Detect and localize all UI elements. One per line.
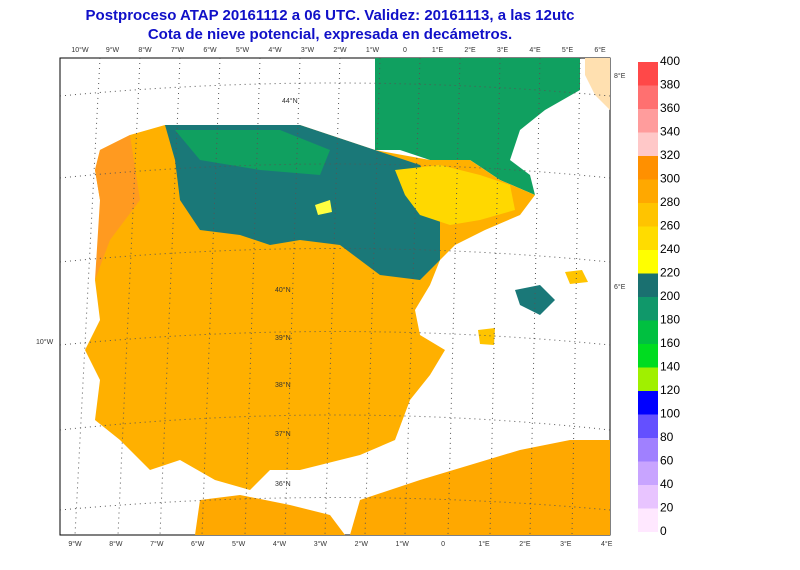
ebro [395,165,515,225]
legend-swatch [638,297,658,321]
legend-label: 220 [660,266,680,280]
lon-label-top: 2°W [333,46,347,54]
lon-label-bottom: 0 [441,541,445,548]
legend-swatch [638,461,658,485]
lon-label-bottom: 6°W [191,540,205,548]
legend-label: 280 [660,195,680,209]
galicia-portugal [95,135,140,280]
lon-label-bottom: 8°W [109,540,123,548]
lon-label-top: 7°W [171,46,185,54]
legend-swatch [638,156,658,180]
legend-swatch [638,320,658,344]
land-east [585,58,610,110]
patch [315,200,332,215]
legend-label: 180 [660,313,680,327]
legend-label: 400 [660,54,680,68]
lon-label-top: 3°W [301,46,315,54]
legend-label: 240 [660,242,680,256]
legend-label: 140 [660,360,680,374]
cantabria [175,130,330,175]
africa-east [350,440,610,535]
legend-label: 100 [660,407,680,421]
legend-swatch [638,203,658,227]
legend-label: 120 [660,383,680,397]
legend-label: 380 [660,78,680,92]
lon-label-top: 5°W [236,46,250,54]
lon-label-bottom: 2°W [355,540,369,548]
lon-label-top: 9°W [106,46,120,54]
legend-swatch [638,367,658,391]
legend-label: 60 [660,454,674,468]
menorca [565,270,588,284]
lon-label-bottom: 3°W [314,540,328,548]
legend-swatch [638,414,658,438]
legend-label: 40 [660,477,674,491]
lon-label: 10°W [36,338,54,346]
legend-swatch [638,273,658,297]
legend-swatch [638,226,658,250]
legend-swatch [638,344,658,368]
lon-label-bottom: 1°E [478,540,490,548]
lon-label-top: 2°E [464,46,476,54]
lon-label-top: 10°W [71,46,89,54]
lon-label: 6°E [614,283,626,291]
legend-label: 160 [660,336,680,350]
legend-label: 340 [660,125,680,139]
lon-label-top: 4°W [268,46,282,54]
legend-label: 360 [660,101,680,115]
legend-swatch [638,508,658,532]
legend-label: 200 [660,289,680,303]
lon-label-top: 6°E [594,46,606,54]
lon-label-top: 1°W [366,46,380,54]
lon-label-bottom: 2°E [519,540,531,548]
lat-label: 39°N [275,334,291,342]
lon-label-top: 8°W [138,46,152,54]
france [375,58,580,195]
legend-label: 300 [660,172,680,186]
legend-swatch [638,391,658,415]
legend-label: 80 [660,430,674,444]
legend-swatch [638,109,658,133]
africa-west [195,495,345,535]
legend-swatch [638,179,658,203]
lon-label-top: 6°W [203,46,217,54]
lon-label-bottom: 4°W [273,540,287,548]
lon-label-bottom: 4°E [601,540,613,548]
lon-label-top: 3°E [497,46,509,54]
subtitle: Cota de nieve potencial, expresada en de… [148,26,512,43]
lon-label: 8°E [614,72,626,80]
map: 44°N 40°N 39°N 38°N 37°N 36°N 10°W 8°E 6… [36,57,626,536]
legend-swatch [638,62,658,86]
mallorca [515,285,555,315]
lon-label-top: 4°E [529,46,541,54]
legend-swatch [638,485,658,509]
lon-label-top: 5°E [562,46,574,54]
legend-label: 260 [660,219,680,233]
lon-label-top: 0 [403,47,407,54]
lon-label-bottom: 3°E [560,540,572,548]
legend-swatch [638,250,658,274]
lon-label-bottom: 1°W [396,540,410,548]
lon-label-top: 1°E [432,46,444,54]
lat-label: 38°N [275,381,291,389]
lon-label-bottom: 5°W [232,540,246,548]
lat-label: 44°N [282,97,298,105]
lon-label-bottom: 7°W [150,540,164,548]
lat-label: 40°N [275,286,291,294]
lon-label-bottom: 9°W [68,540,82,548]
legend-label: 320 [660,148,680,162]
legend-swatch [638,132,658,156]
title: Postproceso ATAP 20161112 a 06 UTC. Vali… [86,7,575,24]
ibiza [478,328,495,345]
parallels [59,82,611,511]
legend-swatch [638,85,658,109]
legend-label: 20 [660,501,674,515]
legend-swatch [638,438,658,462]
legend-label: 0 [660,524,667,538]
lat-label: 37°N [275,430,291,438]
lat-label: 36°N [275,480,291,488]
